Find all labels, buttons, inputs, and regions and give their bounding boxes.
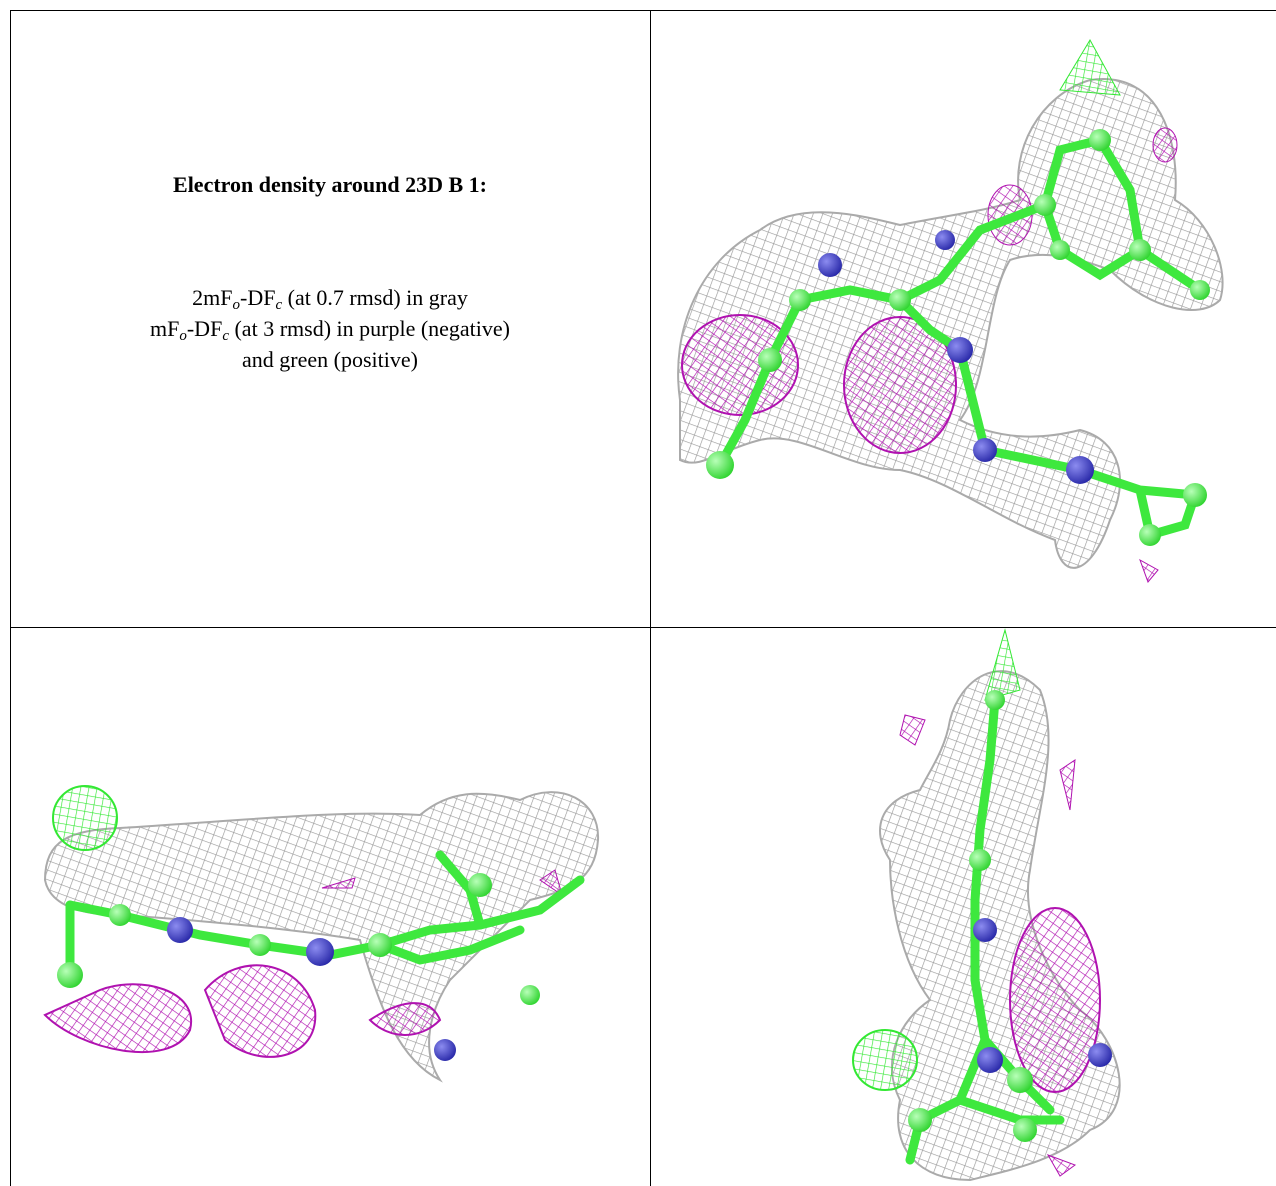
legend-text: (at 0.7 rmsd) in gray bbox=[282, 285, 468, 310]
legend-line: mFo-DFc (at 3 rmsd) in purple (negative) bbox=[10, 313, 650, 344]
caption-legend: 2mFo-DFc (at 0.7 rmsd) in gray mFo-DFc (… bbox=[10, 282, 650, 375]
caption-title: Electron density around 23D B 1: bbox=[173, 172, 487, 197]
legend-subscript: c bbox=[222, 328, 229, 344]
caption-cell: Electron density around 23D B 1: 2mFo-DF… bbox=[10, 10, 650, 627]
legend-subscript: c bbox=[275, 297, 283, 313]
legend-text: mF bbox=[150, 316, 180, 341]
density-view-end bbox=[852, 628, 1121, 1182]
legend-text: 2mF bbox=[192, 285, 233, 310]
density-view-top bbox=[677, 38, 1224, 583]
legend-line: 2mFo-DFc (at 0.7 rmsd) in gray bbox=[10, 282, 650, 313]
grid-frame bbox=[10, 10, 1276, 1186]
legend-text: (at 3 rmsd) in purple (negative) bbox=[228, 316, 510, 341]
legend-text: -DF bbox=[186, 316, 223, 341]
legend-subscript: o bbox=[232, 297, 241, 313]
legend-text: -DF bbox=[240, 285, 276, 310]
legend-line: and green (positive) bbox=[10, 344, 650, 375]
density-view-side bbox=[43, 785, 600, 1083]
legend-text: and green (positive) bbox=[242, 347, 418, 372]
legend-subscript: o bbox=[179, 328, 187, 344]
